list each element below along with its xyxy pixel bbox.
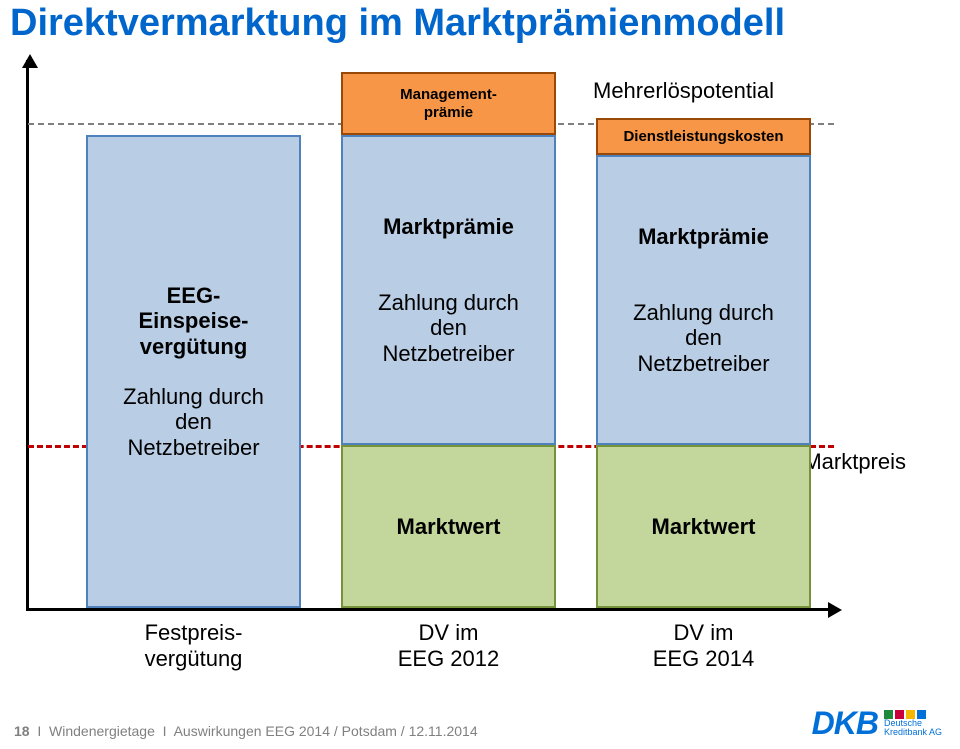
segment-text: Netzbetreiber	[127, 435, 259, 460]
bar-column: Management-prämieMarktprämie Zahlung dur…	[341, 60, 556, 608]
page-title: Direktvermarktung im Marktprämienmodell	[10, 2, 785, 45]
y-axis	[26, 60, 29, 610]
bar-segment: Dienstleistungskosten	[596, 118, 811, 155]
logo-text: DKB	[812, 707, 878, 739]
segment-text: Zahlung durch	[378, 290, 519, 315]
bars-container: EEG-Einspeise-vergütung Zahlung durchden…	[66, 60, 826, 608]
x-axis	[26, 608, 836, 611]
bar-segment: Marktprämie Zahlung durchdenNetzbetreibe…	[341, 135, 556, 445]
segment-text: vergütung	[140, 334, 248, 359]
bar-segment: Marktwert	[596, 445, 811, 608]
segment-text: den	[685, 325, 722, 350]
segment-text: Marktwert	[652, 514, 756, 539]
y-axis-arrow-icon	[22, 54, 38, 68]
bar-column: EEG-Einspeise-vergütung Zahlung durchden…	[86, 60, 301, 608]
bar-segment: EEG-Einspeise-vergütung Zahlung durchden…	[86, 135, 301, 608]
bar-axis-label: DV imEEG 2014	[596, 620, 811, 673]
bar-segment: Marktprämie Zahlung durchdenNetzbetreibe…	[596, 155, 811, 445]
segment-text: Zahlung durch	[123, 384, 264, 409]
segment-text	[700, 275, 706, 300]
x-axis-arrow-icon	[828, 602, 842, 618]
bar-segment: Management-prämie	[341, 72, 556, 135]
logo-subtext: Deutsche Kreditbank AG	[884, 709, 942, 738]
segment-text	[700, 249, 706, 274]
logo-sub2: Kreditbank AG	[884, 728, 942, 737]
footer-sep2: I	[163, 723, 167, 739]
segment-text: Management-	[400, 86, 497, 103]
segment-text: Netzbetreiber	[382, 341, 514, 366]
segment-text	[190, 359, 196, 384]
bar-axis-label: DV imEEG 2012	[341, 620, 556, 673]
segment-text: Netzbetreiber	[637, 351, 769, 376]
segment-text: Einspeise-	[138, 308, 248, 333]
footer: 18 I Windenergietage I Auswirkungen EEG …	[14, 723, 478, 739]
logo: DKB Deutsche Kreditbank AG	[812, 707, 942, 739]
segment-text: Marktprämie	[383, 214, 514, 239]
segment-text	[445, 265, 451, 290]
bar-column: Dienstleistungskosten Marktprämie Zahlung…	[596, 60, 811, 608]
footer-sep: I	[37, 723, 41, 739]
segment-text: Zahlung durch	[633, 300, 774, 325]
segment-text: EEG-	[167, 283, 221, 308]
footer-page: 18	[14, 723, 30, 739]
segment-text: Marktwert	[397, 514, 501, 539]
bar-segment: Marktwert	[341, 445, 556, 608]
segment-text: den	[430, 315, 467, 340]
segment-text	[445, 239, 451, 264]
footer-topic: Auswirkungen EEG 2014 / Potsdam / 12.11.…	[174, 723, 478, 739]
segment-text: Marktprämie	[638, 224, 769, 249]
segment-text: prämie	[424, 104, 473, 121]
chart-area: Mehrerlöspotential Marktpreis EEG-Einspe…	[26, 60, 886, 640]
segment-text: den	[175, 409, 212, 434]
segment-text: Dienstleistungskosten	[623, 128, 783, 145]
footer-event: Windenergietage	[49, 723, 155, 739]
bar-axis-label: Festpreis-vergütung	[86, 620, 301, 673]
